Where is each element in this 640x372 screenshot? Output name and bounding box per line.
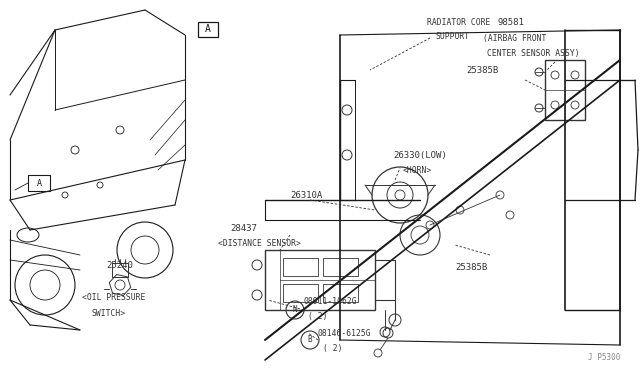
Text: A: A: [205, 24, 211, 34]
Bar: [28, 175, 50, 191]
Text: 26310A: 26310A: [290, 190, 323, 199]
Bar: [112, 263, 128, 277]
Text: J P5300: J P5300: [588, 353, 620, 362]
Text: 08146-6125G: 08146-6125G: [318, 328, 372, 337]
Text: 25385B: 25385B: [455, 263, 487, 273]
Bar: [283, 284, 318, 302]
Text: 25240: 25240: [107, 260, 133, 269]
Text: 25385B: 25385B: [466, 65, 499, 74]
Bar: [323, 258, 358, 276]
Text: 26330(LOW): 26330(LOW): [393, 151, 447, 160]
Text: CENTER SENSOR ASSY): CENTER SENSOR ASSY): [487, 48, 580, 58]
Bar: [283, 258, 318, 276]
Text: <OIL PRESSURE: <OIL PRESSURE: [82, 294, 145, 302]
Text: B: B: [308, 336, 312, 344]
Bar: [198, 22, 218, 37]
Text: ( 2): ( 2): [308, 312, 328, 321]
Text: N: N: [292, 305, 298, 314]
Bar: [545, 60, 585, 120]
Text: RADIATOR CORE: RADIATOR CORE: [427, 17, 490, 26]
Text: ( 2): ( 2): [323, 343, 342, 353]
Text: SWITCH>: SWITCH>: [92, 308, 126, 317]
Text: SUPPORT: SUPPORT: [436, 32, 470, 41]
Text: <DISTANCE SENSOR>: <DISTANCE SENSOR>: [218, 240, 301, 248]
Text: 08911-1062G: 08911-1062G: [303, 298, 356, 307]
Text: A: A: [36, 179, 42, 187]
Text: <HORN>: <HORN>: [403, 166, 432, 174]
Bar: [323, 284, 358, 302]
Bar: [265, 250, 375, 310]
Text: (AIRBAG FRONT: (AIRBAG FRONT: [483, 33, 547, 42]
Text: 98581: 98581: [497, 17, 524, 26]
Text: 28437: 28437: [230, 224, 257, 232]
